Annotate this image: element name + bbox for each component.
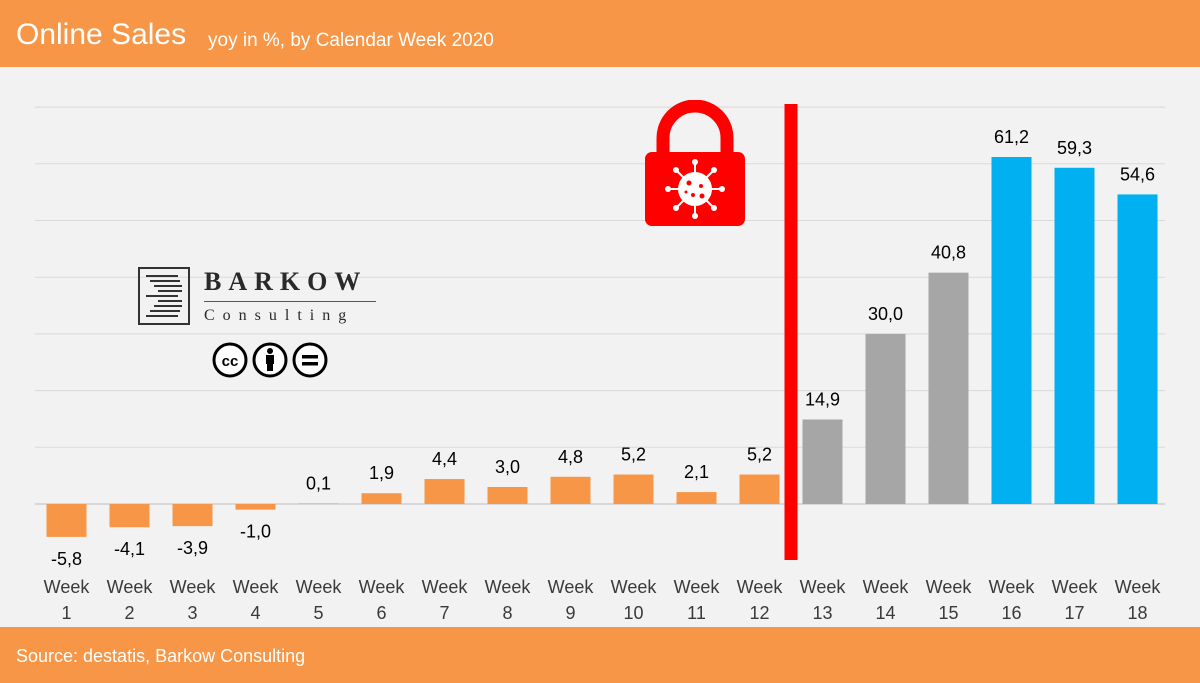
x-tick-label-10: Week 10 xyxy=(611,577,658,623)
value-label-11: 2,1 xyxy=(684,462,709,482)
bar-10 xyxy=(613,474,654,504)
bar-6 xyxy=(361,493,402,504)
bar-7 xyxy=(424,479,465,504)
bar-1 xyxy=(46,504,87,537)
value-label-13: 14,9 xyxy=(805,390,840,410)
source-note: Source: destatis, Barkow Consulting xyxy=(16,646,306,666)
x-tick-label-1: Week 1 xyxy=(44,577,91,623)
logo-name: BARKOW xyxy=(204,267,368,296)
x-tick-label-6: Week 6 xyxy=(359,577,406,623)
value-label-9: 4,8 xyxy=(558,447,583,467)
bar-16 xyxy=(991,156,1032,504)
value-label-18: 54,6 xyxy=(1120,164,1155,184)
x-tick-label-3: Week 3 xyxy=(170,577,217,623)
bar-18 xyxy=(1117,194,1158,504)
logo-divider xyxy=(204,301,376,302)
bar-11 xyxy=(676,492,717,504)
x-tick-label-5: Week 5 xyxy=(296,577,343,623)
x-tick-label-15: Week 15 xyxy=(926,577,973,623)
value-label-3: -3,9 xyxy=(177,538,208,558)
value-label-15: 40,8 xyxy=(931,243,966,263)
bar-2 xyxy=(109,504,150,528)
svg-text:cc: cc xyxy=(222,353,239,370)
header-bar: Online Sales yoy in %, by Calendar Week … xyxy=(0,0,1200,67)
value-label-8: 3,0 xyxy=(495,457,520,477)
x-tick-label-16: Week 16 xyxy=(989,577,1036,623)
bar-14 xyxy=(865,333,906,504)
x-tick-label-12: Week 12 xyxy=(737,577,784,623)
bar-15 xyxy=(928,272,969,504)
chart-subtitle: yoy in %, by Calendar Week 2020 xyxy=(208,30,494,51)
x-tick-label-4: Week 4 xyxy=(233,577,280,623)
bar-17 xyxy=(1054,167,1095,505)
value-label-1: -5,8 xyxy=(51,549,82,569)
logo-subtitle: Consulting xyxy=(204,307,355,324)
x-tick-label-14: Week 14 xyxy=(863,577,910,623)
x-tick-label-9: Week 9 xyxy=(548,577,595,623)
footer-bar: Source: destatis, Barkow Consulting xyxy=(0,627,1200,683)
value-label-12: 5,2 xyxy=(747,445,772,465)
value-label-10: 5,2 xyxy=(621,445,646,465)
value-label-4: -1,0 xyxy=(240,522,271,542)
x-tick-label-13: Week 13 xyxy=(800,577,847,623)
lockdown-line xyxy=(784,104,798,560)
x-tick-label-11: Week 11 xyxy=(674,577,721,623)
value-label-16: 61,2 xyxy=(994,127,1029,147)
bar-chart: -5,8 Week 1 -4,1 Week 2 -3,9 Week 3 -1,0 Week 4 0,1 W… xyxy=(35,104,1165,623)
bar-8 xyxy=(487,486,528,504)
bar-5 xyxy=(298,503,339,504)
barkow-logo: BARKOW Consulting cc xyxy=(138,267,382,383)
bar-4 xyxy=(235,504,276,510)
x-tick-label-2: Week 2 xyxy=(107,577,154,623)
corona-lock-icon xyxy=(645,99,745,231)
value-label-6: 1,9 xyxy=(369,463,394,483)
x-tick-label-18: Week 18 xyxy=(1115,577,1162,623)
cc-by-nd-icon: cc xyxy=(212,342,328,378)
value-label-2: -4,1 xyxy=(114,539,145,559)
value-label-14: 30,0 xyxy=(868,304,903,324)
value-label-5: 0,1 xyxy=(306,473,331,493)
x-tick-label-8: Week 8 xyxy=(485,577,532,623)
bar-9 xyxy=(550,476,591,504)
bar-13 xyxy=(802,419,843,504)
value-label-7: 4,4 xyxy=(432,449,457,469)
chart-title: Online Sales xyxy=(16,18,187,51)
x-tick-label-7: Week 7 xyxy=(422,577,469,623)
value-label-17: 59,3 xyxy=(1057,138,1092,158)
barkow-logo-mark xyxy=(138,267,190,325)
bar-12 xyxy=(739,474,780,504)
bar-3 xyxy=(172,504,213,527)
x-tick-label-17: Week 17 xyxy=(1052,577,1099,623)
